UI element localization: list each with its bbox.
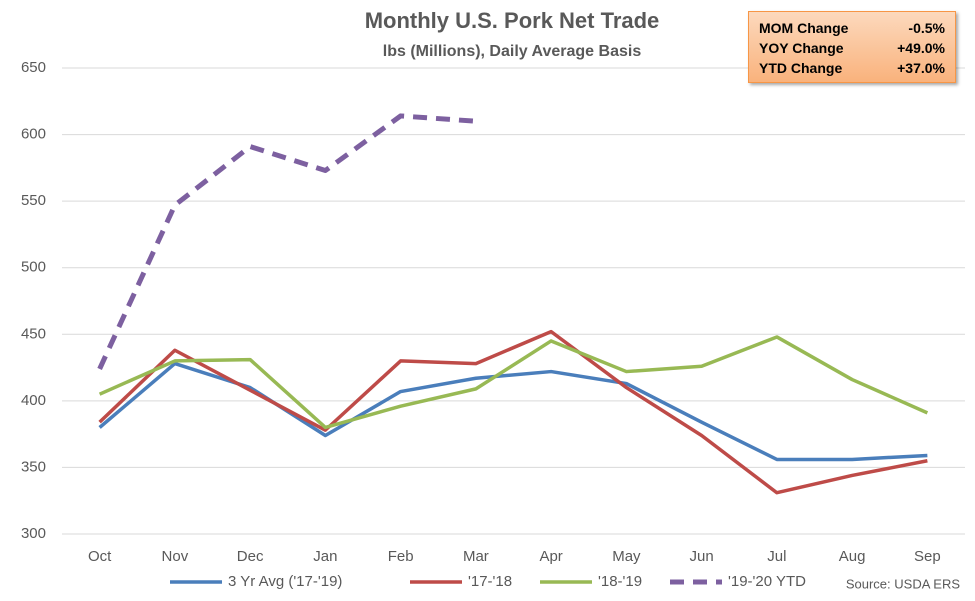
x-tick-label: Jan	[313, 548, 337, 565]
series-line	[98, 335, 929, 430]
info-box: MOM Change -0.5% YOY Change +49.0% YTD Chang…	[748, 11, 956, 83]
info-label: YOY Change	[759, 40, 844, 56]
legend-label: 3 Yr Avg ('17-'19)	[228, 573, 342, 590]
info-label: MOM Change	[759, 20, 849, 36]
x-tick-label: May	[612, 548, 641, 565]
info-row: YTD Change +37.0%	[759, 58, 945, 78]
x-tick-label: Apr	[539, 548, 562, 565]
legend-label: '18-'19	[598, 573, 642, 590]
x-tick-label: Dec	[237, 548, 264, 565]
x-tick-label: Jul	[767, 548, 786, 565]
series-line	[97, 113, 477, 370]
info-row: YOY Change +49.0%	[759, 38, 945, 58]
x-tick-label: Aug	[839, 548, 866, 565]
x-tick-label: Feb	[388, 548, 414, 565]
info-row: MOM Change -0.5%	[759, 18, 945, 38]
series-line	[98, 329, 928, 495]
x-tick-label: Nov	[162, 548, 189, 565]
chart-title: Monthly U.S. Pork Net Trade	[365, 8, 660, 33]
y-tick-label: 650	[21, 59, 46, 76]
y-tick-label: 500	[21, 259, 46, 276]
info-value: +37.0%	[897, 60, 945, 76]
info-label: YTD Change	[759, 60, 843, 76]
info-value: -0.5%	[908, 20, 945, 36]
x-tick-label: Oct	[88, 548, 112, 565]
y-tick-label: 400	[21, 392, 46, 409]
x-tick-label: Mar	[463, 548, 489, 565]
chart-subtitle: lbs (Millions), Daily Average Basis	[383, 43, 642, 60]
source-note: Source: USDA ERS	[846, 576, 960, 591]
legend-label: '17-'18	[468, 573, 512, 590]
y-tick-label: 450	[21, 325, 46, 342]
y-tick-label: 300	[21, 525, 46, 542]
info-value: +49.0%	[897, 40, 945, 56]
y-tick-label: 600	[21, 126, 46, 143]
x-tick-label: Sep	[914, 548, 941, 565]
x-tick-label: Jun	[690, 548, 714, 565]
y-tick-label: 550	[21, 192, 46, 209]
y-tick-label: 350	[21, 458, 46, 475]
legend-label: '19-'20 YTD	[728, 573, 806, 590]
